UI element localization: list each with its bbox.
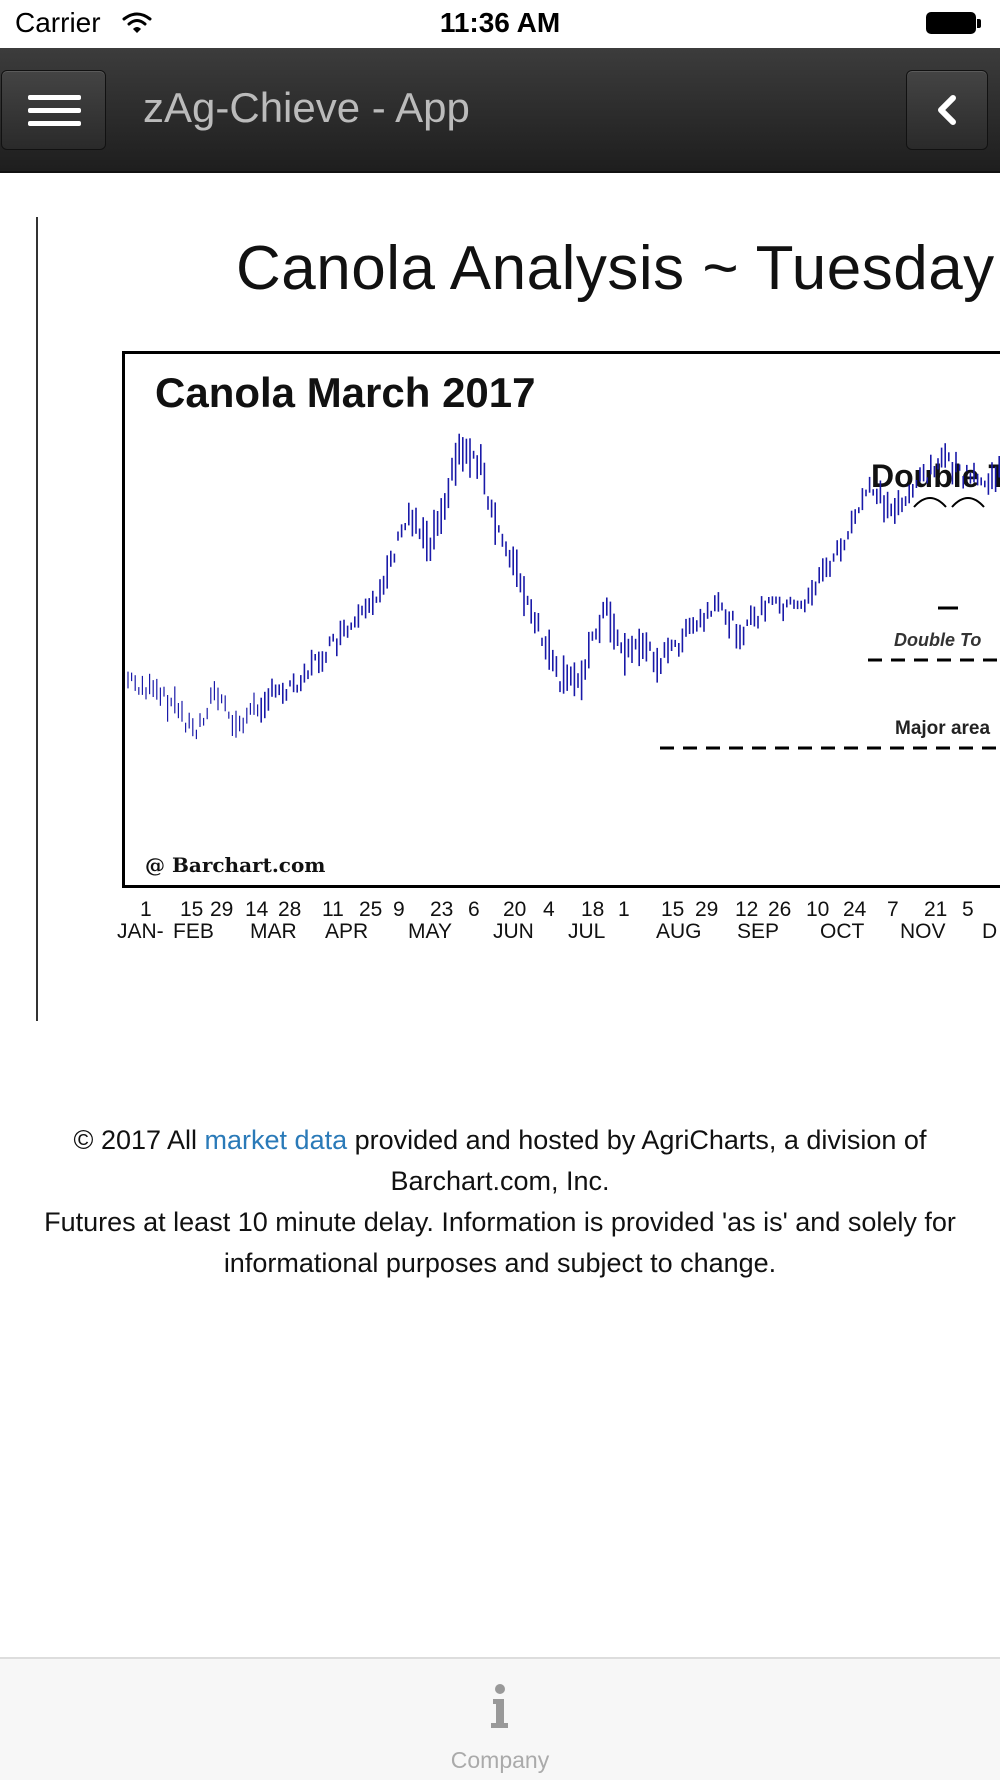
menu-button[interactable]	[1, 70, 106, 150]
x-tick-month: D	[982, 920, 998, 943]
content-divider	[36, 217, 38, 1021]
info-icon	[491, 1684, 508, 1728]
x-tick-month: SEP	[737, 920, 780, 943]
carrier-label: Carrier	[15, 7, 101, 38]
x-tick-month: MAR	[250, 920, 297, 943]
tab-company-label: Company	[450, 1747, 550, 1773]
chart-headline: Canola Analysis ~ Tuesday	[236, 234, 995, 303]
app-title: zAg-Chieve - App	[143, 84, 470, 131]
x-tick-day: 24	[843, 898, 867, 921]
x-axis-labels: 1152914281125923620418115291226102472151…	[40, 898, 1000, 958]
x-tick-day: 9	[393, 898, 405, 921]
x-tick-day: 6	[468, 898, 480, 921]
x-tick-month: FEB	[173, 920, 214, 943]
footer-prefix: © 2017 All	[73, 1125, 205, 1155]
double-top-arc	[913, 497, 947, 508]
annotation-double-top: Double T	[871, 458, 1000, 494]
x-tick-day: 29	[695, 898, 719, 921]
x-tick-month: JUN	[493, 920, 534, 943]
x-tick-day: 7	[887, 898, 899, 921]
x-tick-day: 1	[140, 898, 152, 921]
tab-bar: Company	[0, 1657, 1000, 1780]
x-tick-month: OCT	[820, 920, 865, 943]
x-tick-month: NOV	[900, 920, 946, 943]
status-time: 11:36 AM	[439, 7, 561, 38]
x-tick-day: 25	[359, 898, 383, 921]
x-tick-day: 15	[180, 898, 204, 921]
nav-bar: zAg-Chieve - App	[0, 48, 1000, 173]
footer-suffix: provided and hosted by AgriCharts, a div…	[347, 1125, 927, 1196]
x-tick-day: 28	[278, 898, 302, 921]
x-tick-day: 12	[735, 898, 759, 921]
x-tick-day: 26	[768, 898, 792, 921]
x-tick-day: 1	[618, 898, 630, 921]
x-tick-day: 21	[924, 898, 948, 921]
x-tick-day: 15	[661, 898, 685, 921]
back-button[interactable]	[906, 70, 988, 150]
x-tick-day: 20	[503, 898, 527, 921]
chevron-left-icon	[938, 95, 956, 125]
double-top-arc	[951, 497, 985, 508]
canola-chart-image: Canola Analysis ~ Tuesday Canola March 2…	[40, 213, 1000, 943]
battery-icon	[926, 12, 982, 36]
x-tick-month: AUG	[656, 920, 702, 943]
x-tick-day: 10	[806, 898, 830, 921]
x-tick-day: 18	[581, 898, 605, 921]
content-area: Canola Analysis ~ Tuesday Canola March 2…	[0, 173, 1000, 1657]
x-tick-day: 14	[245, 898, 269, 921]
x-tick-day: 29	[210, 898, 234, 921]
x-tick-month: APR	[325, 920, 369, 943]
status-bar: Carrier 11:36 AM	[0, 0, 1000, 48]
footer-line2: Futures at least 10 minute delay. Inform…	[44, 1207, 956, 1278]
chart-title: Canola March 2017	[155, 369, 536, 416]
x-tick-month: MAY	[408, 920, 452, 943]
x-tick-day: 23	[430, 898, 454, 921]
x-tick-month: JUL	[568, 920, 606, 943]
footer-disclaimer: © 2017 All market data provided and host…	[40, 1120, 960, 1284]
annotation-double-top-line: Double To	[894, 630, 982, 650]
annotation-major-area: Major area	[895, 718, 991, 739]
chart-watermark: @ Barchart.com	[145, 853, 326, 877]
chart-frame	[122, 351, 1000, 888]
wifi-icon	[122, 12, 152, 33]
price-plot	[127, 433, 1000, 750]
x-tick-day: 11	[322, 898, 344, 921]
x-tick-month: JAN-	[117, 920, 164, 943]
tab-company[interactable]: Company	[400, 1659, 600, 1780]
x-tick-day: 5	[962, 898, 974, 921]
market-data-link[interactable]: market data	[204, 1125, 348, 1155]
x-tick-day: 4	[543, 898, 555, 921]
